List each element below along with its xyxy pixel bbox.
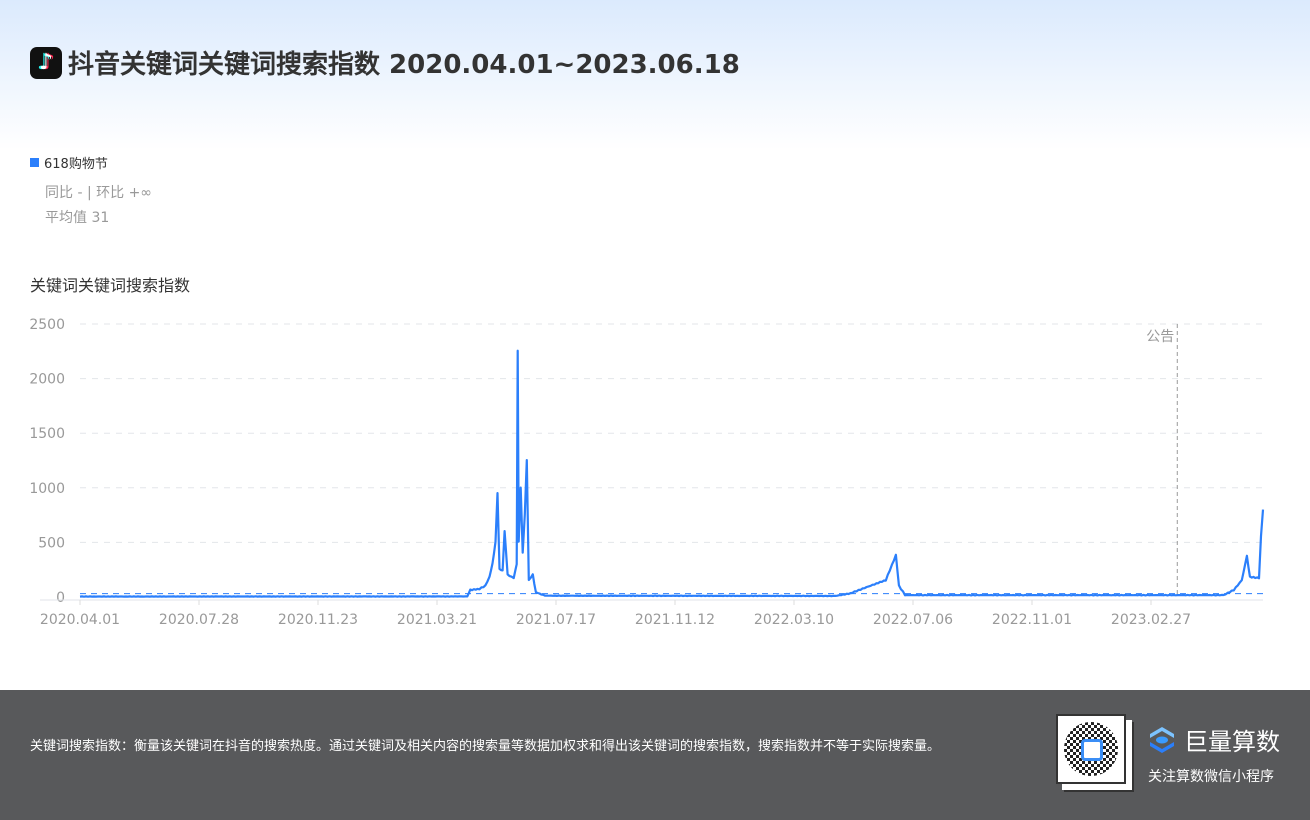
brand-logo: 巨量算数 xyxy=(1148,722,1280,757)
title-text: 抖音关键词关键词搜索指数 2020.04.01~2023.06.18 xyxy=(68,50,740,80)
compare-stat: 同比 - | 环比 +∞ xyxy=(45,185,152,201)
legend-swatch xyxy=(30,158,39,167)
average-stat: 平均值 31 xyxy=(45,210,110,226)
brand-icon xyxy=(1150,726,1174,753)
series-line xyxy=(79,349,1265,598)
y-tick-label: 2000 xyxy=(29,372,65,388)
x-tick-label: 2020.07.28 xyxy=(159,612,239,628)
y-tick-label: 2500 xyxy=(29,317,65,333)
line-chart: 0 500 1000 1500 2000 2500 2020.04.01 2020.07.28… xyxy=(29,317,1265,628)
y-tick-label: 1000 xyxy=(29,481,65,497)
legend-label: 618购物节 xyxy=(44,157,108,172)
footer-description: 关键词搜索指数：衡量该关键词在抖音的搜索热度。通过关键词及相关内容的搜索量等数据… xyxy=(30,739,941,754)
x-tick-label: 2022.07.06 xyxy=(873,612,953,628)
x-tick-label: 2023.02.27 xyxy=(1111,612,1191,628)
qr-code xyxy=(1056,714,1126,784)
douyin-logo-icon: ♪ xyxy=(30,46,62,79)
annotation-label: 公告 xyxy=(1146,329,1174,345)
brand-subtitle: 关注算数微信小程序 xyxy=(1148,769,1274,785)
x-tick-label: 2021.11.12 xyxy=(635,612,715,628)
x-tick-label: 2021.03.21 xyxy=(397,612,477,628)
x-tick-label: 2020.11.23 xyxy=(278,612,358,628)
y-tick-label: 1500 xyxy=(29,426,65,442)
x-tick-label: 2022.11.01 xyxy=(992,612,1072,628)
x-tick-label: 2021.07.17 xyxy=(516,612,596,628)
chart-title: 关键词关键词搜索指数 xyxy=(30,276,191,295)
y-tick-label: 0 xyxy=(56,590,65,606)
legend-item[interactable]: 618购物节 xyxy=(30,153,108,172)
x-tick-label: 2022.03.10 xyxy=(754,612,834,628)
y-tick-label: 500 xyxy=(38,535,65,551)
page-title: ♪ 抖音关键词关键词搜索指数 2020.04.01~2023.06.18 xyxy=(30,44,740,81)
brand-name: 巨量算数 xyxy=(1184,728,1280,756)
header-background xyxy=(0,0,1310,150)
x-tick-label: 2020.04.01 xyxy=(40,612,120,628)
